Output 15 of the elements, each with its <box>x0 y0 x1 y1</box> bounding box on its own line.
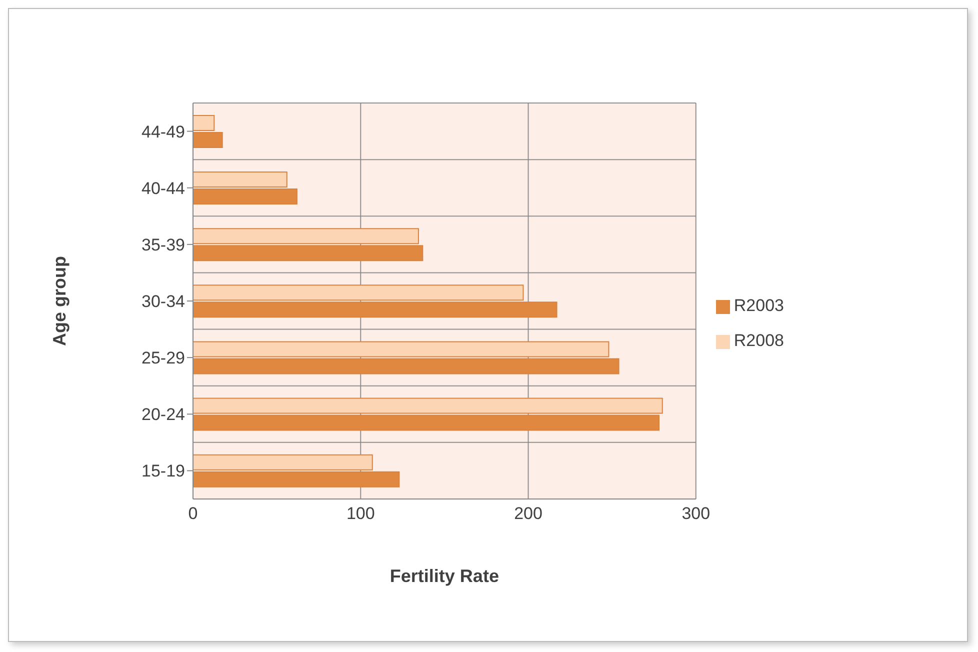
y-tick-label: 35-39 <box>142 235 185 254</box>
x-tick-label: 0 <box>188 504 198 524</box>
x-axis-title: Fertility Rate <box>390 566 499 586</box>
y-tick-label: 40-44 <box>142 178 185 198</box>
y-tick-label: 25-29 <box>142 348 185 368</box>
y-tick-label: 20-24 <box>142 405 185 424</box>
y-tick-label: 44-49 <box>142 122 185 142</box>
y-axis-title: Age group <box>49 256 70 346</box>
x-tick-label: 200 <box>514 504 542 524</box>
x-tick-label: 300 <box>682 504 710 524</box>
legend-label: R2003 <box>734 296 784 315</box>
x-tick-label: 100 <box>346 504 375 524</box>
y-tick-label: 15-19 <box>142 462 185 481</box>
y-tick-label: 30-34 <box>142 292 185 312</box>
legend-label: R2008 <box>734 331 784 350</box>
